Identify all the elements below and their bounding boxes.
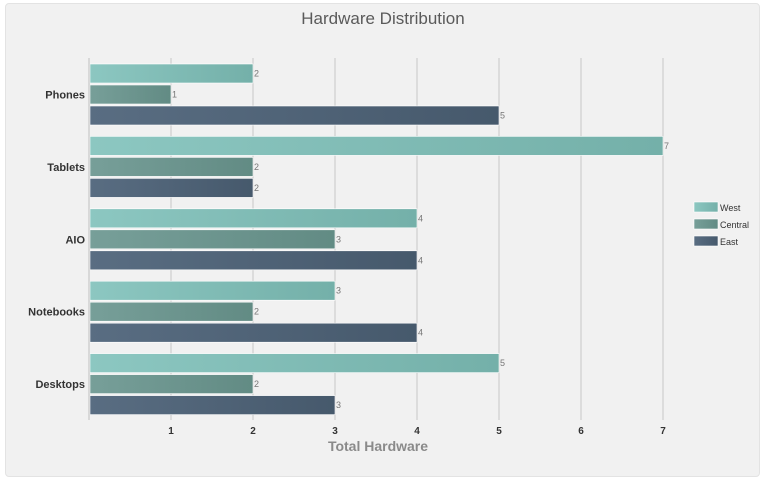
legend-swatch-west[interactable] — [693, 201, 719, 213]
axes: 1 2 3 4 5 6 7 Phones Tablets AIO Notebooks Desktops — [28, 58, 666, 437]
data-label: 5 — [500, 111, 505, 121]
data-labels: 2 1 5 7 2 2 4 3 4 3 2 4 5 2 3 — [172, 69, 669, 411]
bar-west[interactable] — [89, 280, 336, 301]
category-label: Tablets — [47, 162, 85, 174]
bar-central[interactable] — [89, 301, 254, 322]
data-label: 2 — [254, 183, 259, 193]
bar-west[interactable] — [89, 353, 500, 373]
bar-central[interactable] — [89, 84, 172, 105]
data-label: 4 — [418, 255, 423, 265]
x-tick-label: 4 — [414, 426, 420, 437]
category-label: Desktops — [35, 379, 85, 391]
data-label: 2 — [254, 307, 259, 317]
data-label: 7 — [664, 141, 669, 151]
legend: West Central East — [693, 201, 749, 247]
x-tick-label: 3 — [332, 426, 338, 437]
x-tick-label: 5 — [496, 426, 502, 437]
legend-label[interactable]: West — [720, 203, 741, 213]
data-label: 2 — [254, 379, 259, 389]
x-tick-label: 6 — [578, 426, 584, 437]
data-label: 2 — [254, 69, 259, 79]
legend-swatch-central[interactable] — [693, 218, 719, 230]
bar-central[interactable] — [89, 157, 254, 177]
category-label: Phones — [45, 90, 85, 102]
x-tick-label: 7 — [660, 426, 666, 437]
legend-swatch-east[interactable] — [693, 235, 719, 247]
bar-east[interactable] — [89, 178, 254, 198]
bar-west[interactable] — [89, 63, 254, 84]
data-label: 2 — [254, 162, 259, 172]
chart-title: Hardware Distribution — [301, 9, 464, 28]
bar-east[interactable] — [89, 250, 418, 271]
x-axis-title: Total Hardware — [328, 438, 428, 454]
legend-label[interactable]: East — [720, 237, 739, 247]
data-label: 3 — [336, 400, 341, 410]
data-label: 4 — [418, 328, 423, 338]
data-label: 3 — [336, 234, 341, 244]
bar-central[interactable] — [89, 229, 336, 250]
x-tick-label: 2 — [250, 426, 256, 437]
data-label: 1 — [172, 90, 177, 100]
category-label: Notebooks — [28, 307, 85, 319]
bar-east[interactable] — [89, 105, 500, 126]
bar-west[interactable] — [89, 136, 664, 156]
data-label: 4 — [418, 213, 423, 223]
bar-east[interactable] — [89, 395, 336, 415]
bars — [89, 63, 664, 415]
legend-label[interactable]: Central — [720, 220, 749, 230]
data-label: 5 — [500, 358, 505, 368]
category-label: AIO — [65, 234, 85, 246]
bar-east[interactable] — [89, 322, 418, 343]
bar-west[interactable] — [89, 208, 418, 229]
data-label: 3 — [336, 286, 341, 296]
bar-central[interactable] — [89, 374, 254, 394]
x-tick-label: 1 — [168, 426, 174, 437]
